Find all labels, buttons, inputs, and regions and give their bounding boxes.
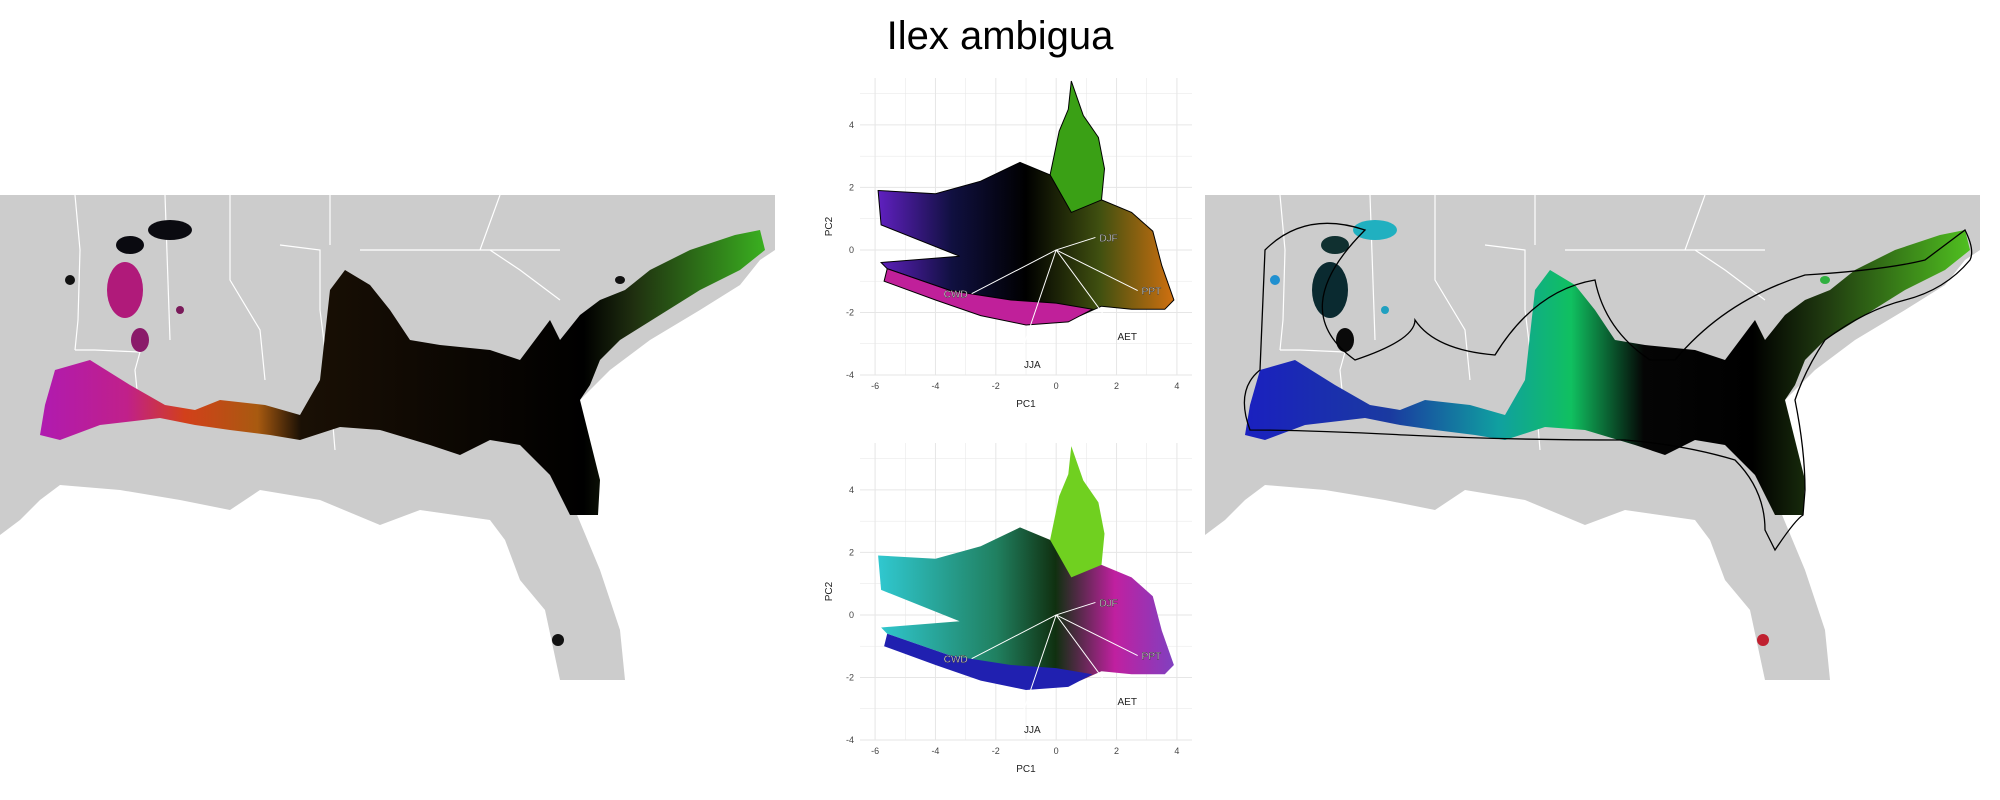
y-tick-label: -2 (846, 672, 854, 682)
species-range (40, 220, 765, 646)
loading-label-djf: DJF (1099, 598, 1117, 609)
y-tick-label: 4 (849, 120, 854, 130)
x-tick-label: -6 (871, 746, 879, 756)
x-tick-label: 4 (1174, 381, 1179, 391)
pca-plot-top: -6 -4 -2 0 2 4 -4 -2 0 2 4 PC1 PC2 DJF PPT AET CWD JJA (824, 78, 1192, 410)
loading-label-aet: AET (1118, 332, 1137, 343)
right-range-map (1205, 194, 1980, 680)
x-tick-label: 0 (1054, 746, 1059, 756)
loading-label-jja: JJA (1024, 360, 1041, 371)
y-tick-label: 4 (849, 485, 854, 495)
loading-line-aet (1055, 614, 1114, 694)
loading-line-ppt (1055, 249, 1138, 292)
range-hull-outline (1243, 222, 1973, 552)
x-tick-label: 2 (1114, 381, 1119, 391)
loading-label-cwd: CWD (944, 655, 968, 666)
y-tick-label: -2 (846, 307, 854, 317)
y-tick-label: 2 (849, 547, 854, 557)
loading-line-djf (1056, 601, 1096, 616)
y-axis-label: PC2 (824, 581, 835, 601)
loading-line-cwd (971, 249, 1057, 295)
pca-point-cloud (877, 80, 1175, 326)
page-title: Ilex ambigua (886, 14, 1114, 58)
y-tick-label: 0 (849, 245, 854, 255)
species-range (1245, 220, 1970, 646)
y-tick-label: -4 (846, 735, 854, 745)
loading-line-djf (1056, 236, 1096, 251)
loading-line-jja (1019, 614, 1057, 722)
left-range-map (0, 194, 775, 680)
pca-plot-bottom: -6 -4 -2 0 2 4 -4 -2 0 2 4 PC1 PC2 DJF PPT AET CWD JJA (824, 443, 1192, 775)
loading-line-ppt (1055, 614, 1138, 657)
state-borders (74, 194, 561, 451)
loading-line-jja (1019, 249, 1057, 357)
x-tick-label: -4 (931, 746, 939, 756)
x-tick-label: 0 (1054, 381, 1059, 391)
y-tick-label: 0 (849, 610, 854, 620)
loading-label-jja: JJA (1024, 725, 1041, 736)
loading-label-djf: DJF (1099, 233, 1117, 244)
axes: -6 -4 -2 0 2 4 -4 -2 0 2 4 PC1 PC2 (824, 485, 1179, 775)
x-tick-label: 4 (1174, 746, 1179, 756)
loading-line-cwd (971, 614, 1057, 660)
x-tick-label: 2 (1114, 746, 1119, 756)
loading-label-aet: AET (1118, 697, 1137, 708)
x-tick-label: -2 (992, 746, 1000, 756)
axes: -6 -4 -2 0 2 4 -4 -2 0 2 4 PC1 PC2 (824, 120, 1179, 410)
y-axis-label: PC2 (824, 216, 835, 236)
pca-point-cloud (878, 446, 1174, 690)
y-tick-label: 2 (849, 182, 854, 192)
x-axis-label: PC1 (1016, 764, 1036, 775)
x-tick-label: -4 (931, 381, 939, 391)
x-tick-label: -2 (992, 381, 1000, 391)
loading-label-ppt: PPT (1142, 652, 1161, 663)
loading-label-ppt: PPT (1142, 287, 1161, 298)
x-axis-label: PC1 (1016, 399, 1036, 410)
y-tick-label: -4 (846, 370, 854, 380)
loading-line-aet (1055, 249, 1114, 329)
loading-vectors: DJF PPT AET CWD JJA (944, 233, 1162, 371)
loading-vectors: DJF PPT AET CWD JJA (944, 598, 1162, 736)
x-tick-label: -6 (871, 381, 879, 391)
loading-label-cwd: CWD (944, 290, 968, 301)
